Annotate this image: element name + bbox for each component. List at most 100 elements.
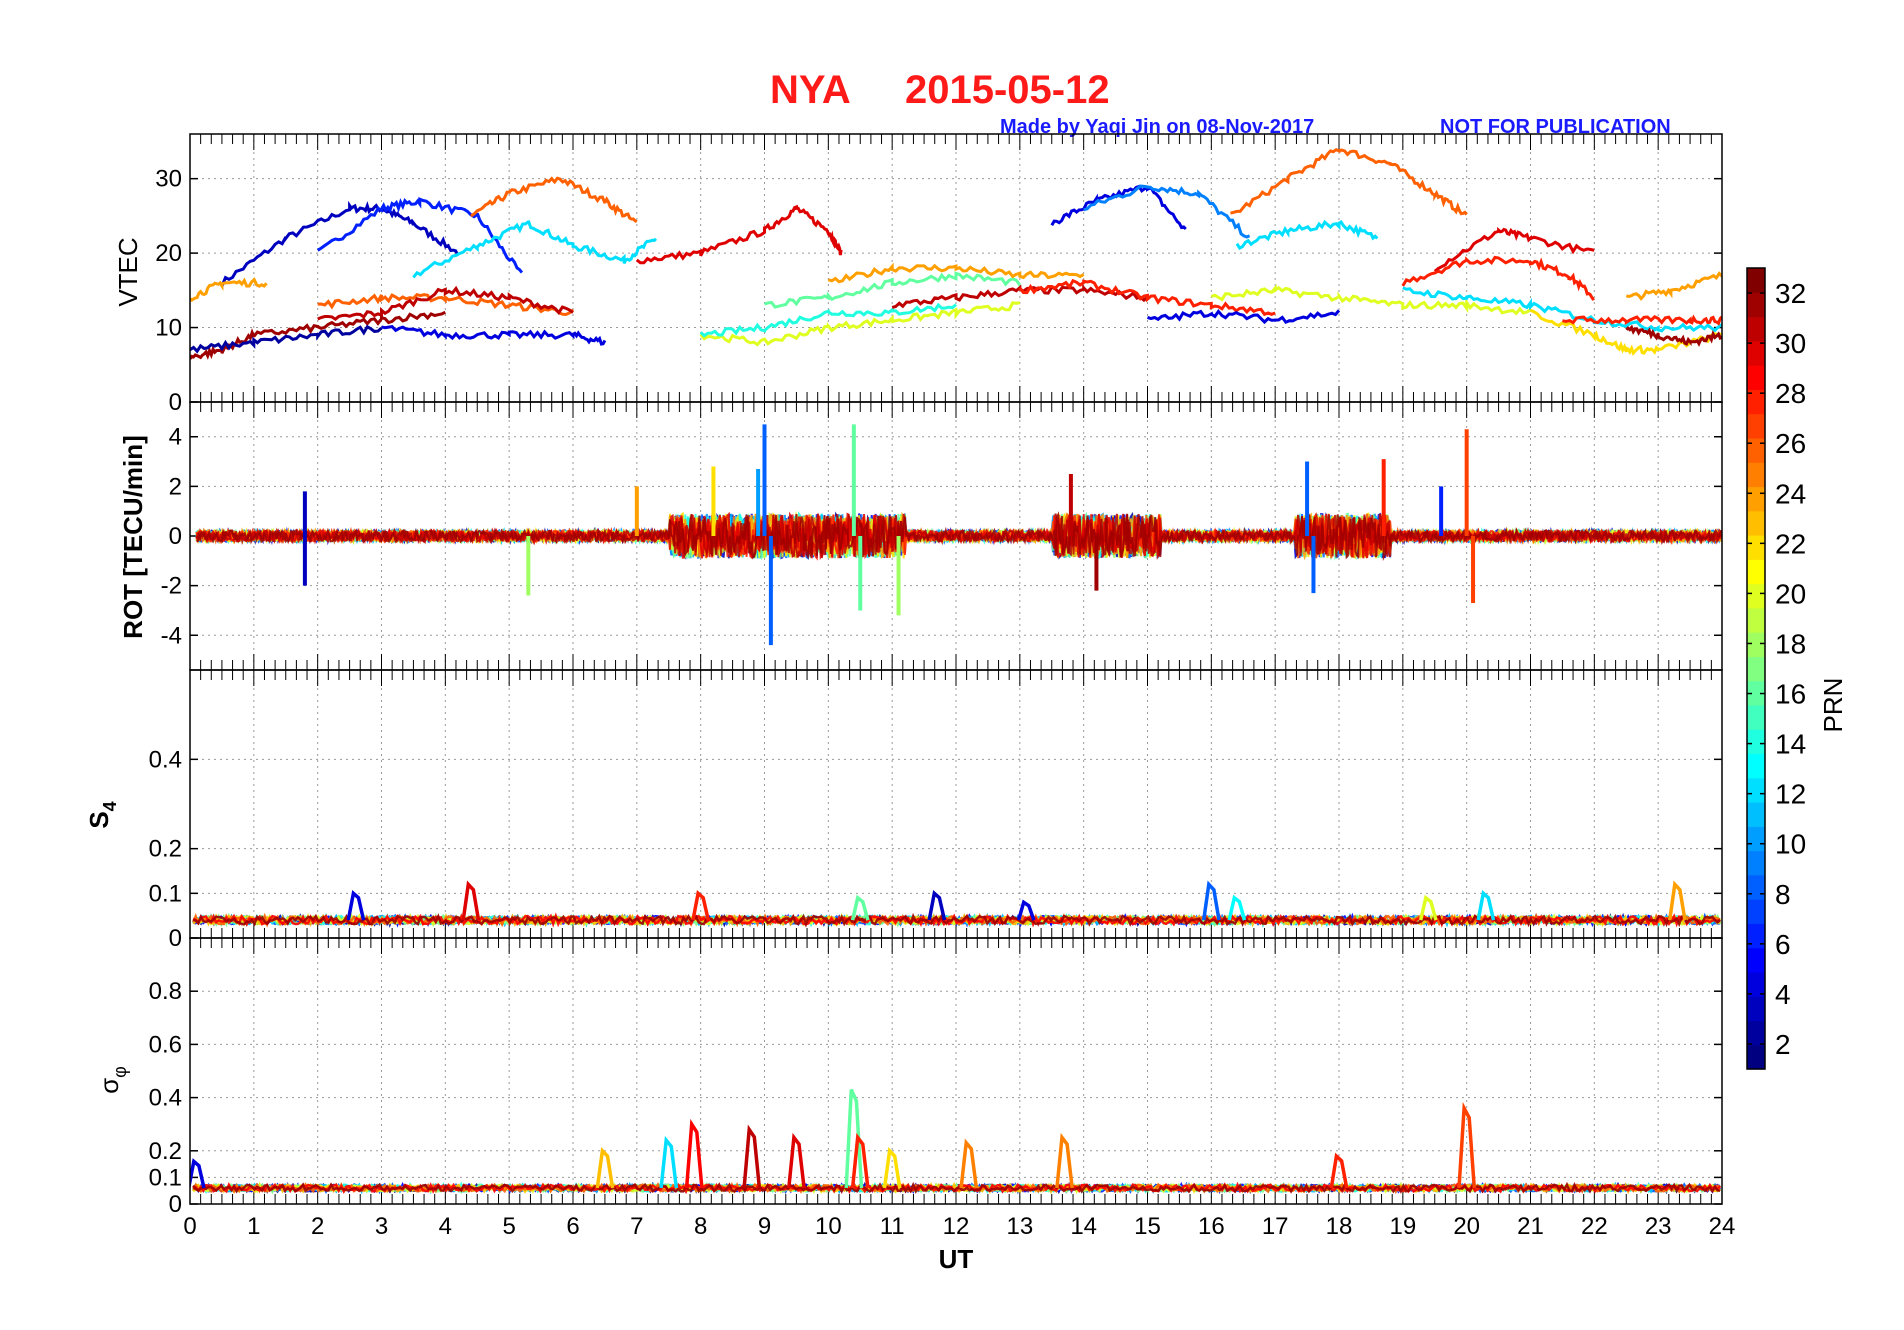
vtec-series-line xyxy=(190,277,268,302)
x-tick-label: 7 xyxy=(630,1213,643,1240)
y-tick-label: 0.2 xyxy=(149,836,182,863)
notice-text: NOT FOR PUBLICATION xyxy=(1440,116,1671,138)
colorbar-label: PRN xyxy=(1818,678,1848,733)
colorbar-segment xyxy=(1747,923,1765,949)
y-tick-label: 0.1 xyxy=(149,1164,182,1191)
vtec-series-line xyxy=(1018,278,1276,317)
colorbar-segment xyxy=(1747,850,1765,876)
scint-series-line xyxy=(192,912,1722,928)
scint-peak xyxy=(1329,1152,1349,1189)
colorbar-frame xyxy=(1746,267,1766,1070)
scint-peak xyxy=(461,880,481,921)
colorbar-segment xyxy=(1747,874,1765,900)
data-layer xyxy=(190,147,1722,360)
colorbar-tick-label: 4 xyxy=(1775,979,1791,1010)
colorbar-segment xyxy=(1747,899,1765,924)
colorbar-segment xyxy=(1747,365,1765,390)
x-tick-label: 5 xyxy=(502,1213,515,1240)
scint-peak xyxy=(346,889,366,921)
colorbar-tick-label: 32 xyxy=(1775,278,1806,309)
scint-peak xyxy=(1227,894,1247,921)
colorbar-segment xyxy=(1747,607,1765,633)
x-tick-label: 20 xyxy=(1453,1213,1480,1240)
colorbar-tick-label: 6 xyxy=(1775,929,1791,960)
data-layer xyxy=(195,424,1722,646)
vtec-series-line xyxy=(1562,314,1722,326)
colorbar-segment xyxy=(1747,1044,1765,1070)
colorbar-segment xyxy=(1747,510,1765,536)
sigma-phi-panel: 00.10.20.40.60.80 1 2 3 4 5 6 7 8 9 10 11 12 13 14 15 16… xyxy=(149,937,1735,1240)
vtec-series-line xyxy=(1083,184,1251,239)
vtec-series-line xyxy=(190,324,383,354)
colorbar-segment xyxy=(1747,413,1765,439)
y-tick-label: 30 xyxy=(155,166,182,193)
y-tick-label: 0 xyxy=(169,389,182,416)
colorbar-tick-label: 26 xyxy=(1775,428,1806,459)
y-tick-label: -2 xyxy=(161,573,182,600)
scint-peak xyxy=(959,1138,979,1189)
colorbar-segment xyxy=(1747,340,1765,366)
x-tick-label: 23 xyxy=(1645,1213,1672,1240)
scint-peak xyxy=(927,889,947,921)
scint-peak xyxy=(1457,1101,1477,1189)
vtec-series-line xyxy=(1230,147,1468,216)
x-tick-label: 19 xyxy=(1389,1213,1416,1240)
x-tick-label: 16 xyxy=(1198,1213,1225,1240)
x-tick-label: 21 xyxy=(1517,1213,1544,1240)
scint-peak xyxy=(691,889,711,921)
scint-peak xyxy=(1476,889,1496,921)
vtec-series-line xyxy=(1529,308,1722,357)
vtec-series-line xyxy=(317,293,574,317)
x-tick-label: 2 xyxy=(311,1213,324,1240)
vtec-panel: 0 10 20 30 xyxy=(155,133,1723,416)
colorbar-tick-label: 14 xyxy=(1775,729,1806,760)
x-tick-label: 14 xyxy=(1070,1213,1097,1240)
x-tick-label: 18 xyxy=(1326,1213,1353,1240)
x-tick-label: 8 xyxy=(694,1213,707,1240)
colorbar-tick-label: 24 xyxy=(1775,478,1806,509)
y-tick-label: 0 xyxy=(169,1191,182,1218)
scint-peak xyxy=(844,1088,864,1189)
scint-peak xyxy=(1201,880,1221,921)
y-tick-label: 0.6 xyxy=(149,1031,182,1058)
y-tick-label: 0.8 xyxy=(149,978,182,1005)
colorbar-segment xyxy=(1747,535,1765,560)
vtec-series-line xyxy=(470,176,638,224)
panel-frame xyxy=(189,937,1723,1205)
scint-peak xyxy=(1418,894,1438,921)
scint-peak xyxy=(190,1158,206,1189)
colorbar-segment xyxy=(1747,389,1765,415)
vtec-series-line xyxy=(699,301,1021,347)
phi-subscript: φ xyxy=(110,1066,130,1078)
colorbar-segment xyxy=(1747,462,1765,488)
x-tick-label: 6 xyxy=(566,1213,579,1240)
s4-axis-subscript: 4 xyxy=(100,801,120,811)
colorbar-segment xyxy=(1747,437,1765,463)
scint-peak xyxy=(850,894,870,921)
x-tick-label: 10 xyxy=(815,1213,842,1240)
scint-peak xyxy=(850,1132,870,1189)
x-tick-label: 13 xyxy=(1006,1213,1033,1240)
x-tick-label: 17 xyxy=(1262,1213,1289,1240)
colorbar-segment xyxy=(1747,777,1765,803)
y-tick-label: 0.2 xyxy=(149,1138,182,1165)
x-tick-label: 3 xyxy=(375,1213,388,1240)
y-tick-label: 4 xyxy=(169,424,182,451)
x-tick-label: 4 xyxy=(439,1213,452,1240)
vtec-series-line xyxy=(1050,184,1187,231)
x-tick-label: 15 xyxy=(1134,1213,1161,1240)
x-tick-label: 9 xyxy=(758,1213,771,1240)
scint-series-line xyxy=(192,1181,1721,1194)
y-tick-label: 10 xyxy=(155,315,182,342)
vtec-series-line xyxy=(763,271,1022,309)
vtec-series-line xyxy=(1625,271,1722,301)
y-tick-label: -4 xyxy=(161,622,182,649)
sigma-symbol: σ xyxy=(94,1078,124,1094)
colorbar-tick-label: 8 xyxy=(1775,879,1791,910)
scint-peak xyxy=(882,1146,902,1189)
x-tick-label: 11 xyxy=(880,1213,905,1240)
x-tick-label: 22 xyxy=(1581,1213,1608,1240)
scint-peak xyxy=(1055,1132,1074,1189)
